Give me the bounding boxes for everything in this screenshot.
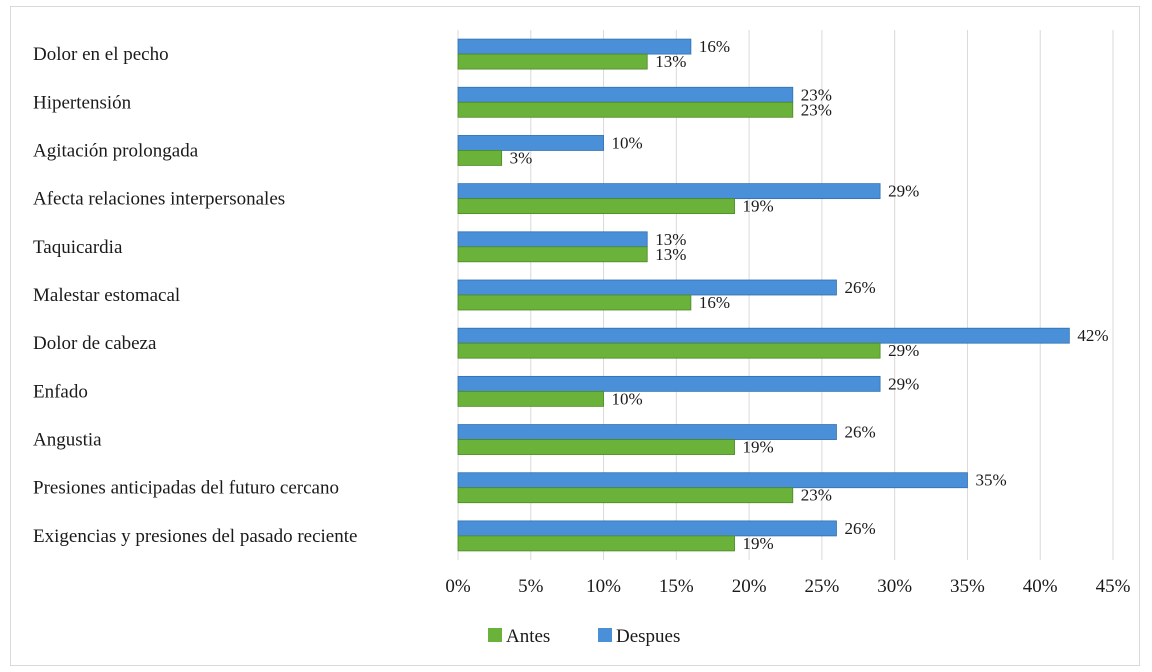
x-tick-label: 10%: [586, 576, 621, 597]
bar-antes: [457, 439, 735, 455]
data-label-antes: 23%: [801, 100, 832, 119]
bar-antes: [457, 198, 735, 215]
bar-antes: [457, 390, 604, 407]
data-label-antes: 29%: [888, 341, 919, 360]
x-tick-label: 25%: [804, 576, 839, 597]
bar-antes: [457, 101, 794, 118]
bar-antes: [457, 294, 692, 311]
category-label: Malestar estomacal: [33, 285, 180, 306]
data-label-antes: 19%: [743, 438, 774, 457]
data-label-despues: 13%: [655, 230, 686, 249]
bar-despues: [457, 86, 794, 103]
category-label: Angustia: [33, 430, 102, 451]
bar-despues: [457, 135, 604, 151]
data-label-despues: 35%: [975, 471, 1006, 490]
data-label-antes: 19%: [743, 534, 774, 553]
legend: Antes Despues: [488, 626, 680, 647]
x-tick-label: 15%: [659, 576, 694, 597]
x-tick-label: 5%: [518, 576, 544, 597]
bar-despues: [457, 375, 881, 392]
x-tick-label: 40%: [1023, 576, 1058, 597]
data-label-despues: 10%: [612, 133, 643, 152]
category-label: Dolor de cabeza: [33, 333, 157, 354]
legend-swatch-antes: [488, 628, 502, 642]
data-label-antes: 13%: [655, 245, 686, 264]
x-tick-label: 45%: [1096, 576, 1131, 597]
data-label-antes: 3%: [510, 148, 533, 167]
bar-despues: [457, 183, 881, 200]
data-label-despues: 26%: [844, 423, 875, 442]
category-label: Agitación prolongada: [33, 140, 199, 161]
data-label-despues: 29%: [888, 182, 919, 201]
category-label: Enfado: [33, 381, 88, 402]
bar-despues: [457, 472, 968, 489]
category-label: Exigencias y presiones del pasado recien…: [33, 526, 357, 547]
category-label: Hipertensión: [33, 92, 132, 113]
bar-antes: [457, 487, 794, 504]
data-label-antes: 16%: [699, 293, 730, 312]
x-tick-label: 0%: [445, 576, 471, 597]
x-axis-tick-labels: 0% 5% 10% 15% 20% 25% 30% 35% 40% 45%: [445, 576, 1130, 597]
legend-label-despues: Despues: [616, 626, 680, 647]
legend-swatch-despues: [598, 628, 612, 642]
bar-despues: [457, 520, 837, 537]
category-label: Afecta relaciones interpersonales: [33, 189, 285, 210]
data-label-despues: 26%: [844, 519, 875, 538]
bar-despues: [457, 424, 837, 440]
bars: [457, 38, 1070, 552]
data-labels: 16%13%23%23%10%3%29%19%13%13%26%16%42%29…: [510, 37, 1109, 553]
data-label-despues: 26%: [844, 278, 875, 297]
grid-lines: [457, 30, 1114, 560]
x-tick-label: 20%: [732, 576, 767, 597]
category-label: Presiones anticipadas del futuro cercano: [33, 478, 339, 499]
bar-antes: [457, 246, 648, 263]
data-label-despues: 16%: [699, 37, 730, 56]
data-label-despues: 29%: [888, 374, 919, 393]
bar-despues: [457, 231, 648, 248]
bar-despues: [457, 279, 837, 296]
data-label-antes: 13%: [655, 52, 686, 71]
bar-antes: [457, 342, 881, 359]
data-label-despues: 23%: [801, 85, 832, 104]
category-label: Dolor en el pecho: [33, 44, 169, 65]
data-label-antes: 19%: [743, 197, 774, 216]
data-label-antes: 10%: [612, 389, 643, 408]
bar-despues: [457, 327, 1070, 344]
bar-antes: [457, 53, 648, 70]
category-labels: Dolor en el pecho Hipertensión Agitación p…: [33, 44, 357, 547]
x-tick-label: 30%: [877, 576, 912, 597]
legend-label-antes: Antes: [506, 626, 550, 647]
bar-antes: [457, 150, 503, 166]
data-label-antes: 23%: [801, 486, 832, 505]
x-tick-label: 35%: [950, 576, 985, 597]
category-label: Taquicardia: [33, 237, 123, 258]
data-label-despues: 42%: [1077, 326, 1108, 345]
bar-antes: [457, 535, 735, 552]
